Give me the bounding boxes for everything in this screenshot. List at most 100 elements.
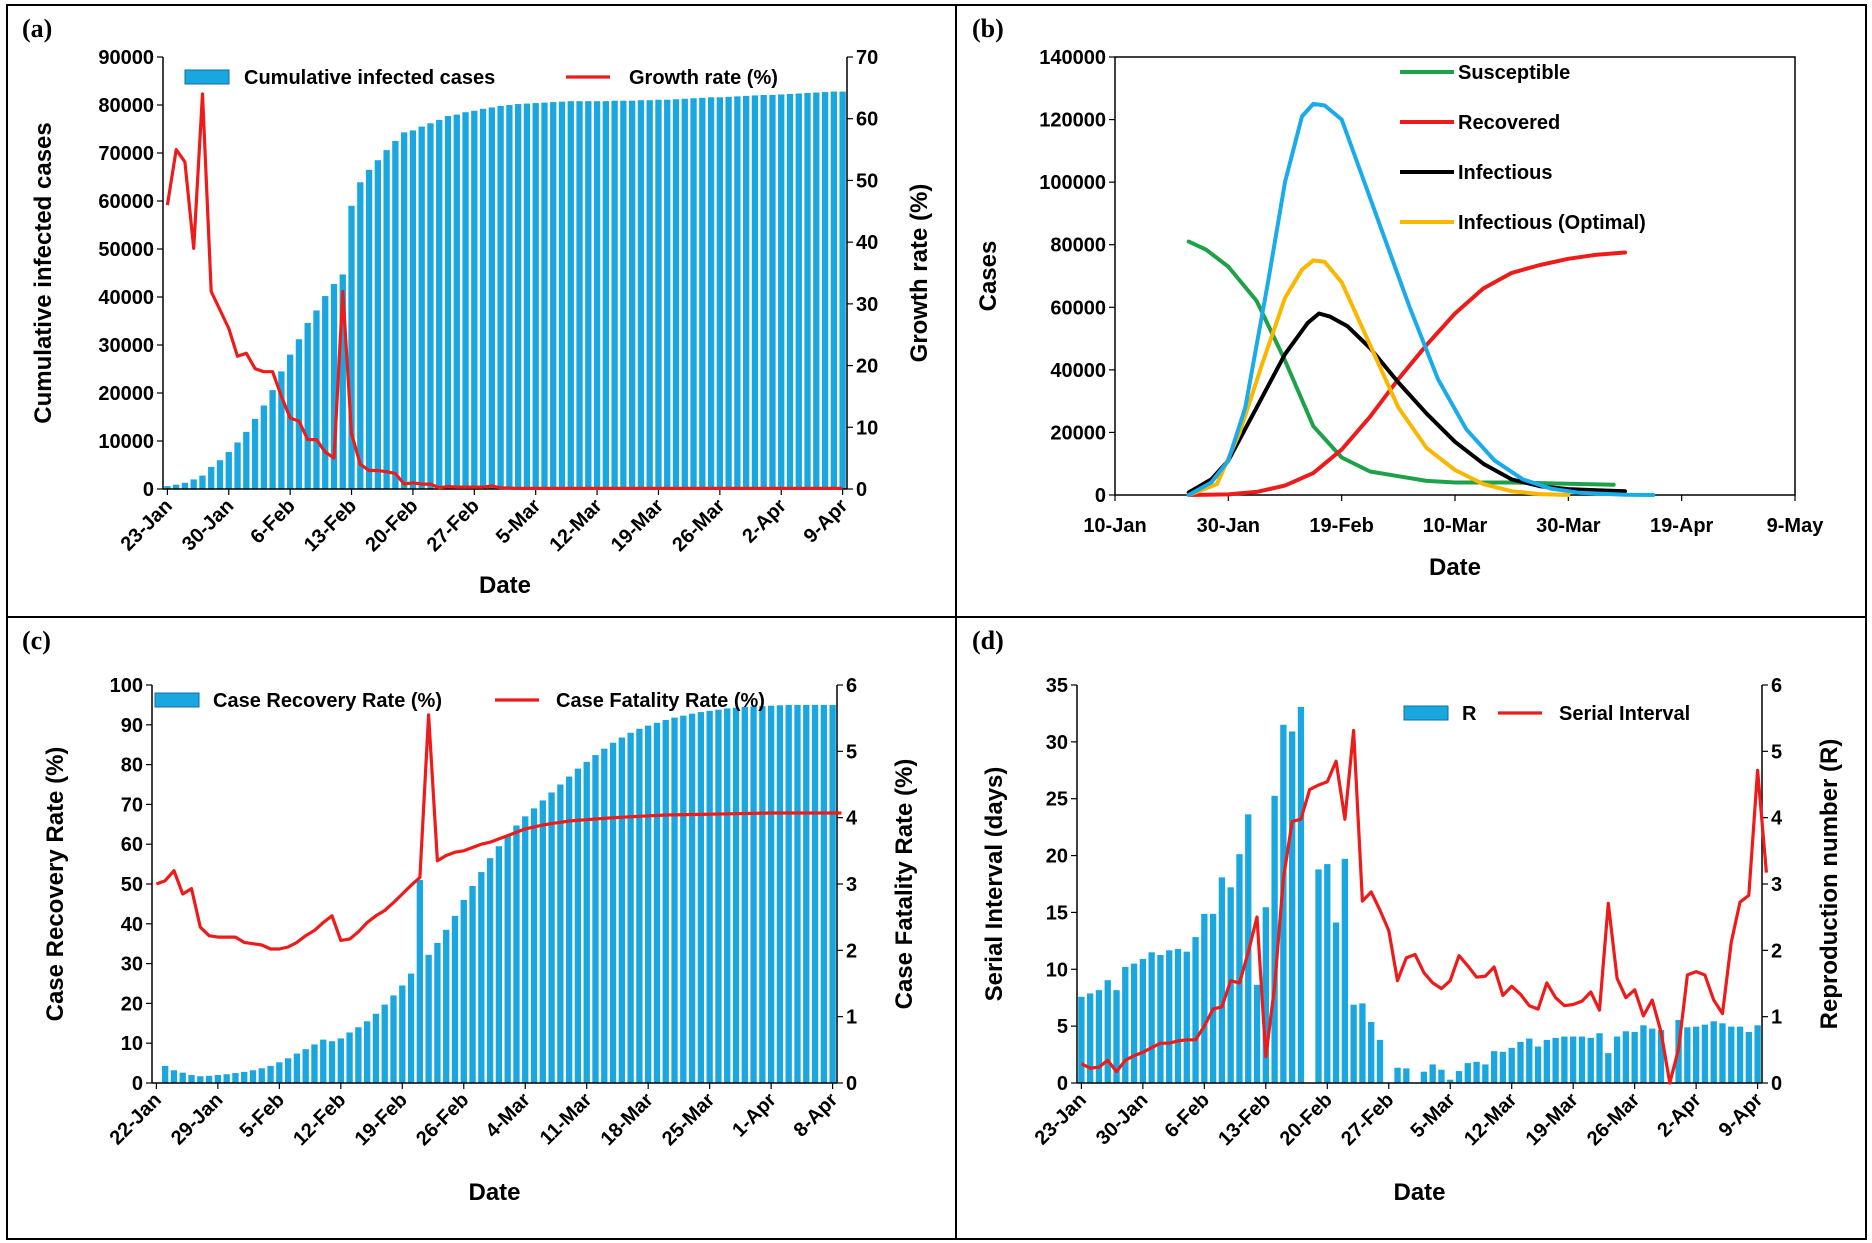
legend-line-label: Case Fatality Rate (%) (556, 690, 765, 712)
bar-30 (416, 880, 424, 1083)
series-line-black (1186, 311, 1627, 495)
x-tick-label-11: 8-Apr (790, 1089, 843, 1142)
bar-5 (197, 1076, 204, 1083)
bar-72 (785, 704, 792, 1083)
bar-46 (557, 784, 564, 1083)
bar-53 (1543, 1039, 1551, 1083)
bar-57 (664, 99, 671, 489)
bar-54 (1552, 1037, 1559, 1083)
y-tick-label-5: 25 (1046, 789, 1068, 811)
y-tick-label-4: 80000 (1050, 235, 1106, 257)
bar-51 (611, 100, 618, 490)
y2-axis-title: Reproduction number (R) (1816, 739, 1843, 1030)
bar-15 (1209, 913, 1217, 1083)
y2-tick-label-2: 2 (846, 940, 857, 962)
legend-bar-swatch (154, 692, 200, 708)
panel-d-letter: (d) (972, 626, 1004, 655)
bar-32 (434, 942, 441, 1083)
bar-61 (699, 97, 706, 490)
legend-label-2: Infectious (1458, 162, 1552, 184)
bar-65 (724, 708, 731, 1083)
x-tick-label-2: 6-Feb (246, 495, 299, 548)
bar-33 (1368, 1021, 1375, 1083)
x-tick-label-7: 11-Mar (536, 1089, 597, 1150)
x-tick-label-5: 26-Feb (412, 1089, 473, 1150)
bar-11 (249, 1070, 257, 1083)
bar-28 (1324, 864, 1331, 1083)
bar-2 (1095, 990, 1103, 1083)
y2-tick-label-5: 5 (846, 741, 857, 763)
bar-1 (162, 1065, 169, 1083)
bar-75 (1736, 1026, 1744, 1083)
y2-tick-label-0: 0 (1771, 1073, 1782, 1095)
line-rate (165, 92, 843, 490)
x-tick-label-7: 12-Mar (1460, 1089, 1521, 1150)
y2-tick-label-2: 20 (856, 356, 878, 378)
bar-73 (1719, 1023, 1726, 1083)
bar-6 (216, 460, 224, 489)
bar-59 (671, 717, 678, 1083)
bar-20 (1253, 984, 1261, 1083)
bar-4 (188, 1075, 195, 1083)
bar-74 (803, 704, 810, 1083)
bar-33 (453, 114, 460, 489)
x-axis-title: Date (479, 572, 531, 599)
legend-bar-swatch (184, 69, 230, 85)
bar-42 (532, 103, 539, 489)
bar-34 (462, 112, 469, 489)
x-tick-label-5: 27-Feb (1337, 1089, 1398, 1150)
y-tick-label-5: 50 (121, 874, 143, 896)
y-tick-label-1: 20000 (1050, 422, 1106, 444)
x-tick-label-0: 10-Jan (1083, 515, 1146, 537)
y2-tick-label-3: 3 (1771, 874, 1782, 896)
bar-29 (407, 973, 415, 1083)
bar-33 (443, 929, 450, 1083)
bar-9 (243, 431, 250, 489)
bar-66 (742, 95, 750, 489)
y-tick-label-6: 30 (1046, 732, 1068, 754)
bar-56 (645, 725, 652, 1083)
bar-24 (374, 160, 382, 489)
bar-12 (1183, 951, 1190, 1083)
bar-12 (269, 390, 276, 489)
bar-28 (409, 130, 417, 489)
y2-tick-label-6: 60 (856, 109, 878, 131)
series-line-green (1186, 239, 1616, 487)
bar-39 (495, 846, 503, 1083)
bar-37 (1403, 1068, 1410, 1083)
bar-70 (778, 94, 785, 489)
y-tick-label-4: 20 (1046, 846, 1068, 868)
bar-25 (1297, 706, 1305, 1083)
bar-62 (1622, 1031, 1630, 1083)
bar-22 (357, 182, 364, 489)
bar-18 (322, 296, 329, 489)
y-axis-title: Case Recovery Rate (%) (42, 747, 69, 1022)
bar-19 (320, 1039, 327, 1083)
bar-68 (760, 94, 767, 490)
y-tick-label-5: 50000 (98, 239, 154, 261)
bar-53 (618, 737, 626, 1083)
bar-6 (1130, 963, 1138, 1083)
bar-40 (514, 104, 522, 489)
y-tick-label-3: 15 (1046, 902, 1068, 924)
y2-tick-label-3: 3 (846, 874, 857, 896)
chart-b: 0 20000 40000 60000 80000 100000 120000 140000 1… (975, 47, 1824, 581)
x-tick-label-1: 29-Jan (167, 1089, 227, 1149)
x-tick-label-6: 5-Mar (492, 495, 545, 548)
y2-tick-label-1: 1 (1771, 1007, 1782, 1029)
bar-42 (1447, 1079, 1454, 1083)
bar-75 (811, 704, 819, 1083)
bar-30 (427, 123, 434, 490)
bar-11 (260, 405, 268, 489)
bar-64 (1640, 1025, 1647, 1083)
panel-c-letter: (c) (22, 626, 51, 655)
bar-1 (172, 484, 180, 489)
bar-76 (1745, 1031, 1752, 1083)
bar-39 (506, 105, 513, 489)
bar-46 (1482, 1064, 1489, 1083)
bar-21 (337, 1038, 344, 1083)
bar-50 (1517, 1041, 1524, 1083)
bar-67 (751, 95, 759, 490)
y-tick-label-2: 40000 (1050, 360, 1106, 382)
bar-10 (251, 418, 259, 489)
